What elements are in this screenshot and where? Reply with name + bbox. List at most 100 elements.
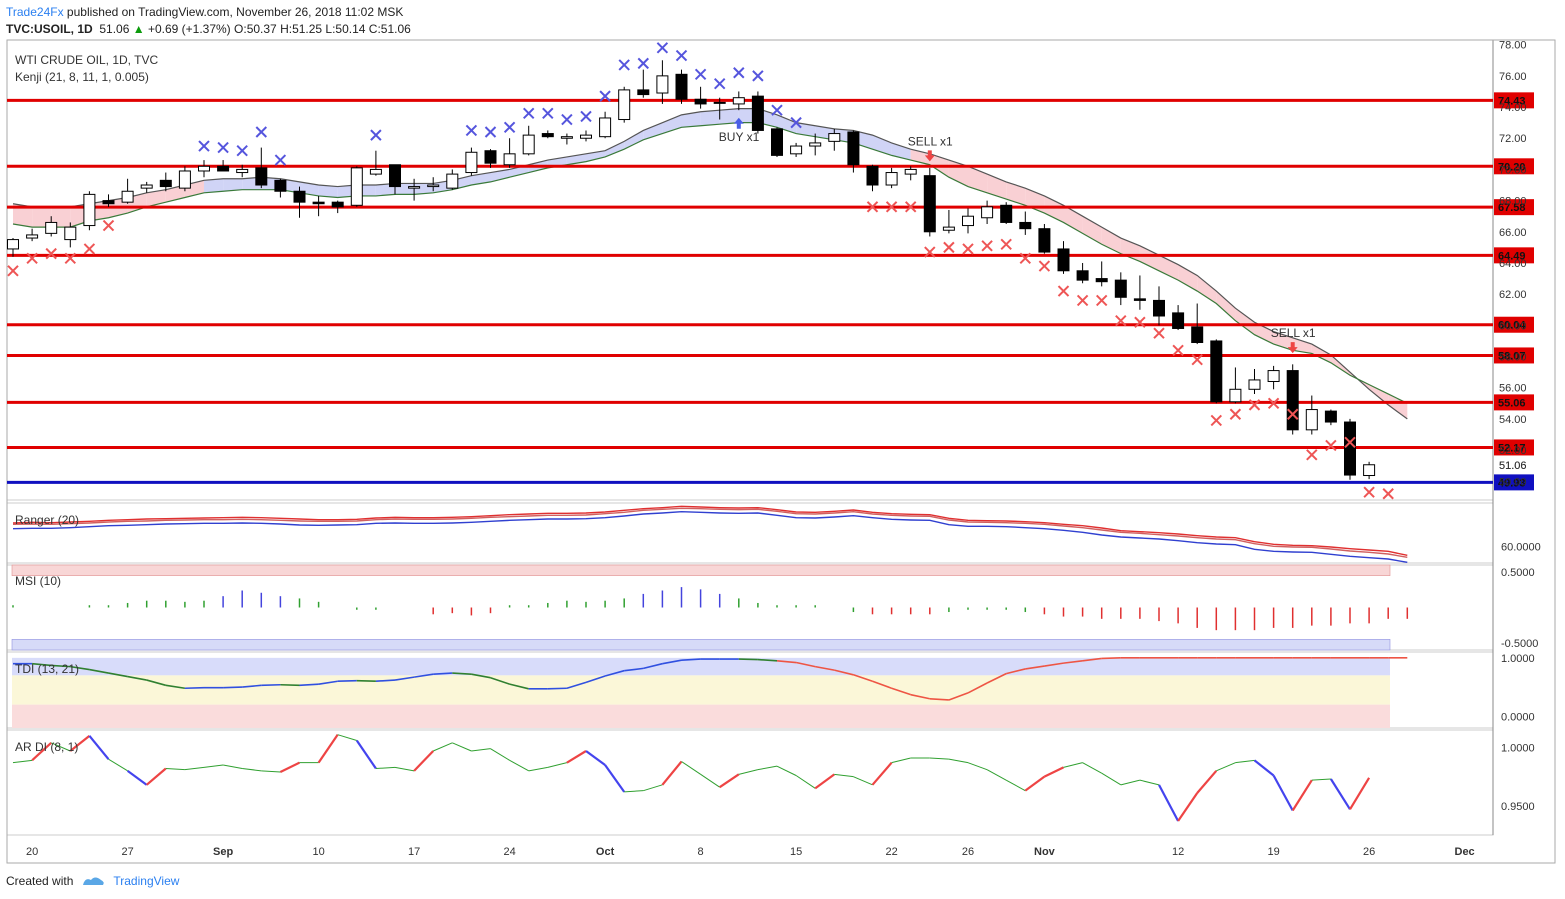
ardi-line-segment [1082, 762, 1102, 774]
bear-x-mark [45, 247, 57, 260]
created-with-text: Created with [6, 874, 74, 888]
bull-x-mark-stroke [255, 126, 268, 138]
ardi-line-segment [757, 765, 778, 771]
bear-x-mark [1076, 294, 1089, 307]
price-tick-label: 60.00 [1499, 320, 1527, 332]
bullish-candle [942, 226, 955, 231]
kenji-band-segment [700, 110, 720, 126]
ardi-line-segment [1024, 775, 1046, 792]
kenji-band-segment [719, 108, 739, 125]
kenji-band-segment [509, 164, 529, 178]
bearish-candle [1324, 410, 1337, 423]
bull-x-mark [255, 126, 268, 138]
bear-x-mark-stroke [1115, 314, 1127, 327]
ardi-line-segment [165, 768, 185, 771]
pane-frame-1 [6, 502, 1494, 564]
msi-tick: -0.5000 [1501, 638, 1538, 650]
ardi-line-segment [566, 750, 587, 764]
kenji-band-segment [1311, 344, 1331, 363]
bull-x-mark-stroke [656, 42, 669, 54]
bull-x-mark [675, 49, 688, 62]
bear-x-mark-stroke [1134, 316, 1146, 328]
bull-x-mark [217, 141, 229, 154]
tdi-line-segment [967, 682, 988, 694]
kenji-upper-line [12, 108, 1408, 420]
bearish-candle [1114, 279, 1127, 298]
bull-x-mark [752, 70, 764, 82]
bullish-candle [350, 167, 363, 206]
time-tick-label: Sep [213, 846, 233, 858]
level-tag-67.58 [1494, 199, 1534, 216]
bullish-candle [1248, 379, 1261, 390]
bull-x-mark [637, 57, 650, 70]
tdi-line-segment [184, 686, 205, 690]
kenji-band-segment [471, 172, 491, 186]
bear-x-mark [102, 219, 115, 232]
ardi-line-segment [1158, 784, 1180, 822]
tdi-line-segment [70, 665, 90, 671]
bear-x-mark-stroke [885, 201, 898, 213]
tdi-line-segment [1025, 665, 1045, 670]
tdi-line-segment [643, 662, 663, 670]
level-tag-text: 67.58 [1498, 202, 1526, 214]
bear-x-mark [962, 243, 974, 255]
level-tag-70.20 [1494, 158, 1534, 175]
time-tick-label: 27 [121, 846, 133, 858]
tdi-line-segment [815, 665, 835, 671]
tdi-line-segment [662, 659, 682, 665]
kenji-band-segment [1044, 195, 1064, 223]
ardi-line-segment [509, 759, 529, 772]
bear-x-mark-stroke [1000, 238, 1012, 250]
ranger-line-2 [12, 510, 1408, 564]
tdi-line-segment [242, 684, 262, 688]
ardi-line-segment [604, 764, 626, 793]
bearish-candle [1172, 312, 1185, 329]
bullish-candle [121, 190, 134, 203]
ardi-line-segment [88, 735, 110, 760]
bear-x-mark [64, 252, 77, 265]
tradingview-link[interactable]: TradingView [113, 874, 180, 888]
ardi-line-segment [51, 742, 71, 752]
bull-x-mark [790, 116, 802, 129]
bear-x-mark-stroke [102, 219, 115, 232]
pane-frame-2 [6, 564, 1494, 651]
bear-x-mark [885, 201, 898, 213]
bull-x-mark [580, 110, 592, 123]
price-tick-label: 54.00 [1499, 414, 1527, 426]
bull-x-mark [771, 104, 783, 116]
ardi-line-segment [1291, 779, 1313, 812]
bear-x-mark-stroke [943, 241, 955, 254]
bear-x-mark-stroke [924, 246, 936, 258]
chart-outer-frame [6, 39, 1556, 864]
bearish-candle [274, 179, 287, 192]
ardi-line-segment [337, 734, 357, 741]
tdi-line-segment [413, 673, 434, 678]
ardi-line-segment [12, 759, 33, 764]
bearish-candle [1133, 298, 1146, 301]
tdi-line-segment [471, 673, 491, 679]
bear-x-mark [1172, 344, 1184, 357]
ardi-line-segment [661, 760, 683, 786]
ardi-line-segment [891, 757, 911, 764]
bear-x-mark [1191, 353, 1203, 366]
bullish-candle [1305, 409, 1318, 431]
bear-x-mark-stroke [1172, 344, 1184, 357]
ardi-line-segment [203, 764, 224, 768]
tdi-line-segment [948, 692, 969, 701]
bear-x-mark-stroke [45, 247, 57, 260]
ardi-line-segment [471, 748, 491, 752]
bear-x-mark-stroke [26, 252, 38, 265]
publisher-name[interactable]: Trade24Fx [6, 5, 64, 19]
bull-x-mark-stroke [561, 113, 573, 126]
bear-x-mark-stroke [1286, 408, 1299, 420]
kenji-band-segment [318, 185, 338, 198]
kenji-band-segment [204, 178, 224, 193]
price-tick-label: 58.00 [1499, 352, 1527, 364]
bullish-candle [64, 226, 77, 241]
ardi-tick: 0.9500 [1501, 801, 1535, 813]
bullish-candle [1363, 464, 1376, 477]
level-tag-text: 58.07 [1498, 350, 1526, 362]
bull-x-mark-stroke [236, 145, 248, 157]
ardi-line-segment [986, 769, 1007, 781]
